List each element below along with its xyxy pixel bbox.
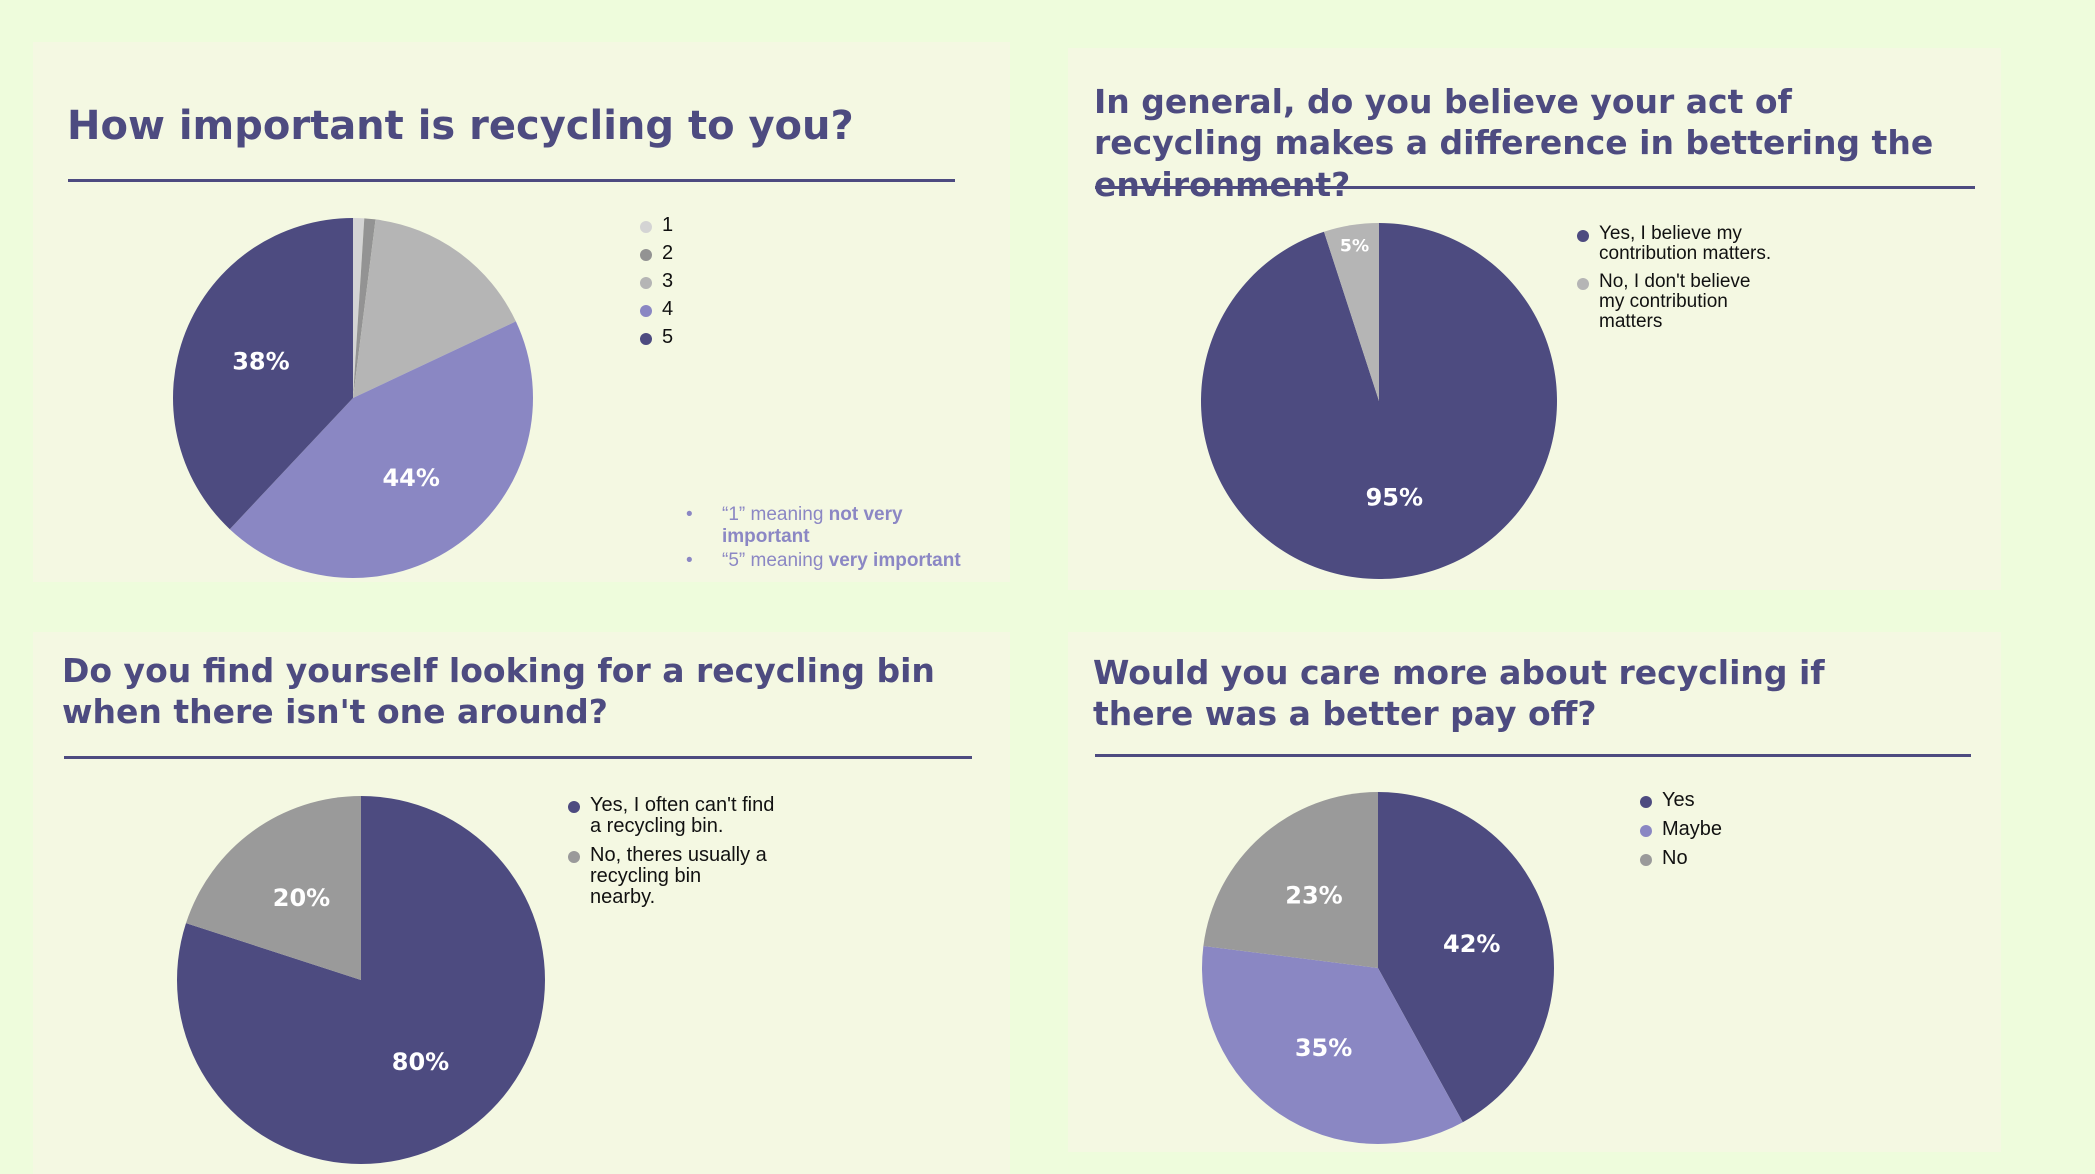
- pie-chart-bin-search: 80% 20%: [177, 796, 545, 1164]
- chart-legend: Yes, I often can't find a recycling bin.…: [568, 795, 774, 916]
- legend-label: Yes: [1662, 789, 1695, 811]
- legend-item: Yes, I often can't find a recycling bin.: [568, 795, 774, 837]
- legend-label: 4: [662, 298, 674, 320]
- legend-swatch: [640, 221, 652, 233]
- legend-swatch: [1640, 854, 1652, 866]
- legend-swatch: [640, 305, 652, 317]
- chart-panel-difference: In general, do you believe your act of r…: [1068, 48, 2001, 590]
- pie-slice-4: [229, 321, 533, 579]
- legend-item: 2: [640, 243, 673, 264]
- chart-panel-bin-search: Do you find yourself looking for a recyc…: [33, 632, 1010, 1174]
- legend-item: No: [1640, 848, 1722, 869]
- pie-slice-no-theres-usually-a-recycling-bin-nearby: [186, 796, 361, 980]
- legend-label: 3: [662, 270, 674, 292]
- scale-note: • “5” meaning very important: [686, 550, 986, 572]
- chart-title: Do you find yourself looking for a recyc…: [62, 651, 935, 732]
- scale-note: • “1” meaning not very important: [686, 504, 986, 548]
- chart-title: How important is recycling to you?: [67, 103, 854, 149]
- legend-item: Yes, I believe my contribution matters.: [1577, 224, 1771, 264]
- slice-label: 5%: [1340, 236, 1369, 256]
- bullet-icon: •: [686, 504, 693, 525]
- slice-label: 38%: [232, 348, 289, 376]
- title-divider: [1095, 186, 1975, 189]
- pie-chart-importance: 44% 38%: [172, 218, 533, 579]
- pie-slice-no: [1203, 792, 1378, 968]
- scale-notes: • “1” meaning not very important • “5” mean…: [686, 504, 986, 574]
- title-divider: [68, 179, 955, 182]
- pie-slice-3: [353, 219, 516, 398]
- slice-label: 20%: [273, 884, 330, 912]
- pie-slice-no-i-don-t-believe-my-contribution-matte: [1323, 223, 1379, 401]
- legend-swatch: [640, 249, 652, 261]
- legend-label: 5: [662, 326, 674, 348]
- legend-swatch: [568, 801, 580, 813]
- pie-slice-yes: [1378, 792, 1554, 1123]
- legend-item: No, theres usually a recycling bin nearb…: [568, 845, 774, 908]
- legend-swatch: [640, 277, 652, 289]
- legend-item: Yes: [1640, 790, 1722, 811]
- chart-legend: Yes Maybe No: [1640, 790, 1722, 877]
- chart-title: Would you care more about recycling if t…: [1093, 653, 1825, 734]
- legend-label: Maybe: [1662, 818, 1723, 840]
- chart-legend: Yes, I believe my contribution matters. N…: [1577, 224, 1771, 340]
- pie-chart-pay-off: 42% 35% 23%: [1202, 792, 1554, 1144]
- legend-swatch: [568, 851, 580, 863]
- legend-swatch: [1640, 796, 1652, 808]
- pie-slice-1: [353, 218, 365, 398]
- chart-title: In general, do you believe your act of r…: [1094, 82, 1934, 204]
- slice-label: 42%: [1443, 930, 1500, 958]
- note-text: “5” meaning: [722, 550, 829, 571]
- pie-chart-difference: 95% 5%: [1201, 223, 1557, 579]
- legend-swatch: [640, 333, 652, 345]
- slice-label: 80%: [392, 1048, 449, 1076]
- legend-swatch: [1577, 277, 1589, 290]
- pie-slice-2: [353, 218, 376, 398]
- pie-slice-5: [172, 218, 353, 530]
- bullet-icon: •: [686, 550, 693, 571]
- legend-label: No, theres usually a recycling bin nearb…: [590, 844, 767, 908]
- chart-panel-importance: How important is recycling to you? 44% 38…: [33, 42, 1010, 582]
- pie-slice-maybe: [1202, 945, 1463, 1144]
- chart-legend: 1 2 3 4 5: [640, 215, 673, 355]
- legend-item: Maybe: [1640, 819, 1722, 840]
- title-divider: [64, 756, 972, 759]
- legend-item: No, I don't believe my contribution matt…: [1577, 270, 1771, 332]
- legend-swatch: [1640, 825, 1652, 837]
- legend-label: Yes, I often can't find a recycling bin.: [590, 794, 775, 837]
- legend-item: 1: [640, 215, 673, 236]
- slice-label: 95%: [1366, 484, 1423, 512]
- legend-label: No, I don't believe my contribution matt…: [1599, 270, 1751, 332]
- legend-item: 5: [640, 327, 673, 348]
- note-emphasis: not very important: [722, 504, 903, 547]
- legend-swatch: [1577, 230, 1589, 242]
- legend-label: No: [1662, 847, 1688, 869]
- slice-label: 44%: [382, 464, 439, 492]
- note-text: “1” meaning: [722, 504, 829, 525]
- legend-label: Yes, I believe my contribution matters.: [1599, 223, 1772, 264]
- legend-label: 1: [662, 214, 674, 236]
- slice-label: 23%: [1285, 881, 1342, 909]
- chart-panel-pay-off: Would you care more about recycling if t…: [1068, 632, 2001, 1152]
- note-emphasis: very important: [828, 550, 961, 571]
- slice-label: 35%: [1295, 1034, 1352, 1062]
- legend-item: 3: [640, 271, 673, 292]
- legend-label: 2: [662, 242, 674, 264]
- title-divider: [1095, 754, 1971, 757]
- legend-item: 4: [640, 299, 673, 320]
